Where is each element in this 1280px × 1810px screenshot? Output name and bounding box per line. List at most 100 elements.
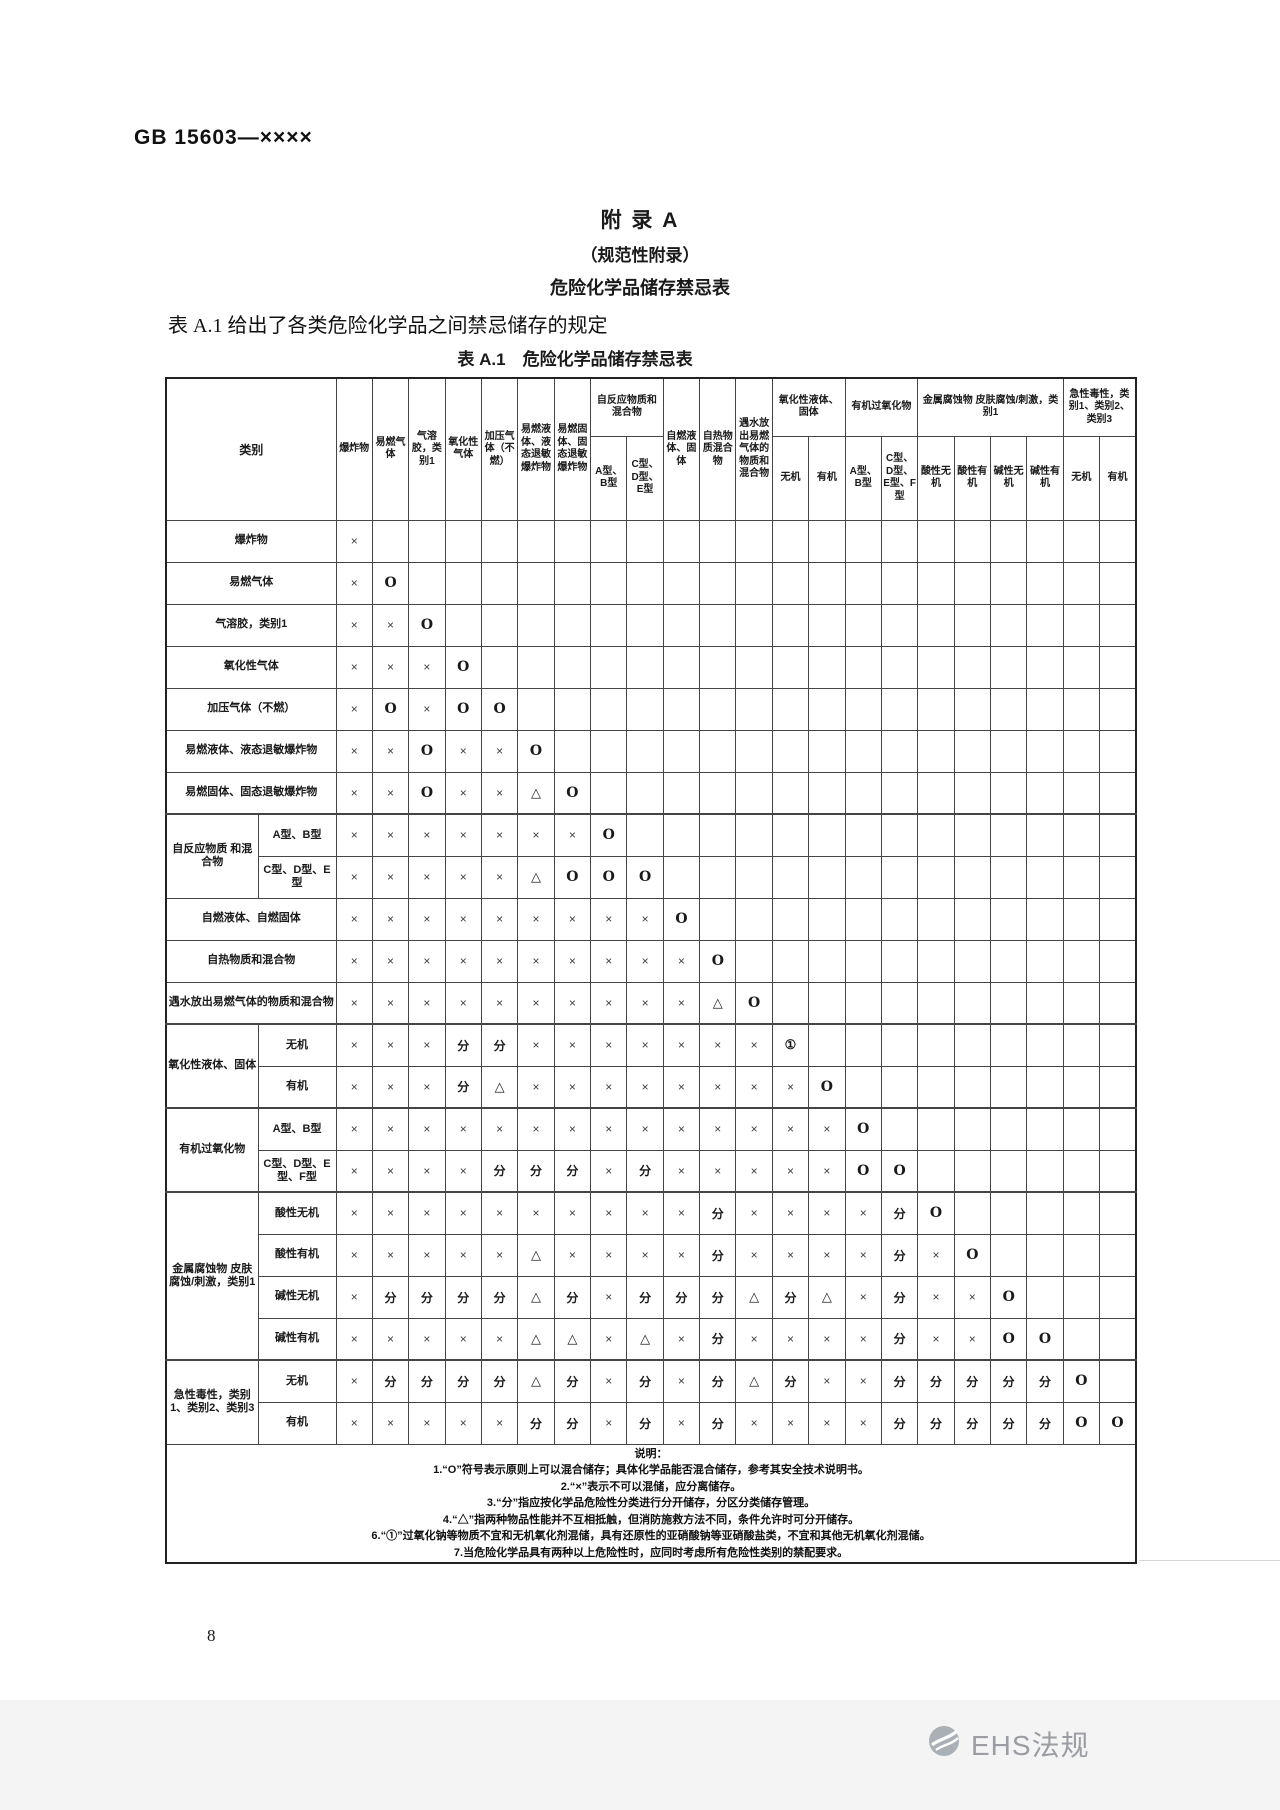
matrix-symbol: × [350, 1163, 358, 1178]
matrix-symbol: × [677, 1331, 685, 1346]
doc-code: GB 15603—×××× [134, 126, 313, 149]
matrix-cell: × [517, 1065, 555, 1109]
matrix-symbol: 分 [566, 1164, 579, 1179]
matrix-symbol: 分 [493, 1374, 506, 1389]
matrix-symbol: × [532, 995, 540, 1010]
matrix-symbol: O [493, 701, 506, 717]
matrix-cell: × [771, 1401, 810, 1445]
matrix-cell [917, 1023, 955, 1067]
matrix-cell [844, 897, 882, 941]
matrix-cell: × [444, 897, 482, 941]
matrix-cell [1026, 1275, 1064, 1319]
matrix-cell [989, 687, 1028, 731]
matrix-cell: × [517, 1107, 555, 1151]
matrix-cell: × [517, 1023, 555, 1067]
matrix-cell [1099, 813, 1137, 857]
matrix-cell [771, 687, 810, 731]
matrix-cell: × [771, 1107, 810, 1151]
matrix-symbol: × [605, 995, 613, 1010]
matrix-cell: × [553, 1065, 592, 1109]
matrix-symbol: × [459, 785, 467, 800]
matrix-symbol: × [677, 1374, 685, 1389]
matrix-symbol: × [677, 1038, 685, 1053]
matrix-symbol: △ [530, 784, 541, 800]
matrix-cell [553, 519, 592, 563]
matrix-cell: × [699, 1023, 737, 1067]
matrix-symbol: × [750, 1163, 758, 1178]
matrix-symbol: 分 [1039, 1416, 1052, 1431]
matrix-symbol: 分 [457, 1080, 470, 1095]
matrix-cell: × [444, 1233, 482, 1277]
matrix-cell: 分 [880, 1233, 919, 1277]
row-group-label: 氧化性液体、固体 [165, 1023, 259, 1109]
matrix-cell: 分 [553, 1401, 592, 1445]
matrix-cell: 分 [917, 1359, 955, 1403]
matrix-cell: × [626, 1107, 664, 1151]
matrix-cell: × [844, 1359, 882, 1403]
matrix-cell: O [444, 645, 482, 689]
matrix-cell [1099, 939, 1137, 983]
matrix-symbol: 分 [711, 1416, 724, 1431]
matrix-symbol: × [823, 1416, 831, 1430]
table-container: 类别 爆炸物 易燃气体 气溶胶，类别1 氧化性气体 加压气体（不燃） 易燃液体、液态退敏爆炸… [165, 377, 1137, 1564]
matrix-cell: × [335, 1401, 373, 1445]
matrix-cell [626, 729, 664, 773]
matrix-symbol: O [966, 1247, 979, 1263]
column-sub-header: 酸性有机 [953, 435, 991, 521]
matrix-cell [1062, 1065, 1101, 1109]
matrix-cell: × [590, 1401, 628, 1445]
matrix-symbol: 分 [675, 1290, 688, 1305]
matrix-cell [844, 519, 882, 563]
matrix-cell: 分 [662, 1275, 701, 1319]
matrix-cell [844, 939, 882, 983]
matrix-symbol: × [350, 1416, 358, 1430]
matrix-symbol: × [605, 1038, 613, 1053]
matrix-cell: × [553, 1107, 592, 1151]
matrix-cell: × [371, 939, 410, 983]
matrix-symbol: × [787, 1206, 795, 1221]
matrix-cell: × [444, 1401, 482, 1445]
matrix-cell [953, 1065, 991, 1109]
matrix-symbol: × [459, 1206, 467, 1221]
column-sub-header: C型、D型、E型 [626, 435, 664, 521]
matrix-cell: × [735, 1065, 773, 1109]
matrix-cell [989, 519, 1028, 563]
column-group-header: 急性毒性，类别1、类别2、类别3 [1062, 377, 1137, 437]
matrix-cell: O [371, 561, 410, 605]
matrix-symbol: × [423, 1163, 431, 1178]
matrix-cell [808, 855, 846, 899]
matrix-cell [808, 981, 846, 1025]
matrix-symbol: O [384, 575, 397, 591]
column-header: 遇水放出易燃气体的物质和混合物 [735, 377, 773, 521]
matrix-symbol: × [605, 954, 613, 968]
matrix-cell [953, 855, 991, 899]
matrix-cell: × [444, 771, 482, 815]
matrix-cell: 分 [408, 1275, 446, 1319]
matrix-cell: O [590, 813, 628, 857]
column-header: 爆炸物 [335, 377, 373, 521]
matrix-symbol: × [459, 995, 467, 1010]
matrix-symbol: × [496, 1416, 504, 1430]
intro-text: 表 A.1 给出了各类危险化学品之间禁忌储存的规定 [168, 315, 608, 337]
matrix-cell: O [735, 981, 773, 1025]
matrix-cell [844, 981, 882, 1025]
matrix-symbol: △ [530, 1289, 541, 1304]
column-sub-header: 有机 [1099, 435, 1137, 521]
matrix-symbol: × [641, 1038, 649, 1053]
matrix-cell: × [626, 1233, 664, 1277]
matrix-symbol: × [677, 1416, 685, 1430]
matrix-symbol: × [532, 912, 540, 926]
matrix-cell [953, 1023, 991, 1067]
matrix-symbol: × [423, 912, 431, 926]
matrix-cell [699, 603, 737, 647]
divider-line [1139, 1560, 1280, 1561]
matrix-cell [735, 603, 773, 647]
matrix-cell: × [771, 1233, 810, 1277]
matrix-cell: × [590, 1233, 628, 1277]
matrix-cell: 分 [880, 1275, 919, 1319]
matrix-symbol: △ [821, 1289, 832, 1304]
matrix-cell: × [335, 1023, 373, 1067]
matrix-cell [771, 939, 810, 983]
matrix-cell: × [408, 939, 446, 983]
matrix-cell [917, 1065, 955, 1109]
